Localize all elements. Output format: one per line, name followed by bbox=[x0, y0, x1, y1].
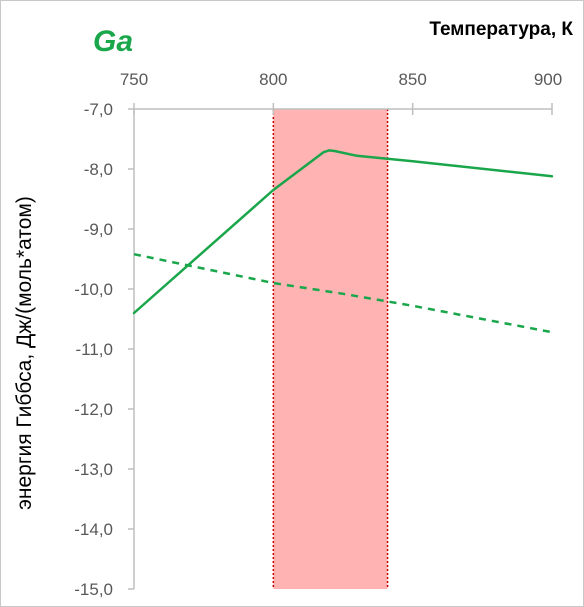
y-tick-label: -15,0 bbox=[74, 580, 113, 599]
highlight-band bbox=[273, 109, 388, 589]
y-tick-label: -11,0 bbox=[76, 340, 114, 359]
x-tick-label: 750 bbox=[120, 70, 148, 89]
x-tick-label: 850 bbox=[398, 70, 426, 89]
y-tick-label: -12,0 bbox=[74, 400, 113, 419]
series-line-dashed bbox=[133, 252, 553, 334]
y-tick-label: -7,0 bbox=[84, 100, 113, 119]
series-line-solid bbox=[132, 149, 554, 315]
x-tick-label: 900 bbox=[534, 70, 562, 89]
y-tick-label: -9,0 bbox=[84, 220, 113, 239]
chart-title: Ga bbox=[93, 25, 133, 58]
axes bbox=[128, 103, 553, 590]
y-tick-label: -14,0 bbox=[74, 520, 113, 539]
highlight-band-layer bbox=[272, 109, 389, 589]
x-axis-title: Температура, К bbox=[429, 19, 573, 40]
x-tick-label: 800 bbox=[259, 70, 287, 89]
y-tick-label: -8,0 bbox=[84, 160, 113, 179]
y-tick-label: -10,0 bbox=[74, 280, 113, 299]
series-layer bbox=[132, 149, 554, 334]
y-tick-label: -13,0 bbox=[74, 460, 113, 479]
tick-labels: 750 800 850 900 -7,0 -8,0 -9,0 -10,0 -11,0 -12,0 -… bbox=[74, 70, 562, 599]
y-axis-title: энергия Гиббса, Дж/(моль*атом) bbox=[13, 196, 36, 510]
